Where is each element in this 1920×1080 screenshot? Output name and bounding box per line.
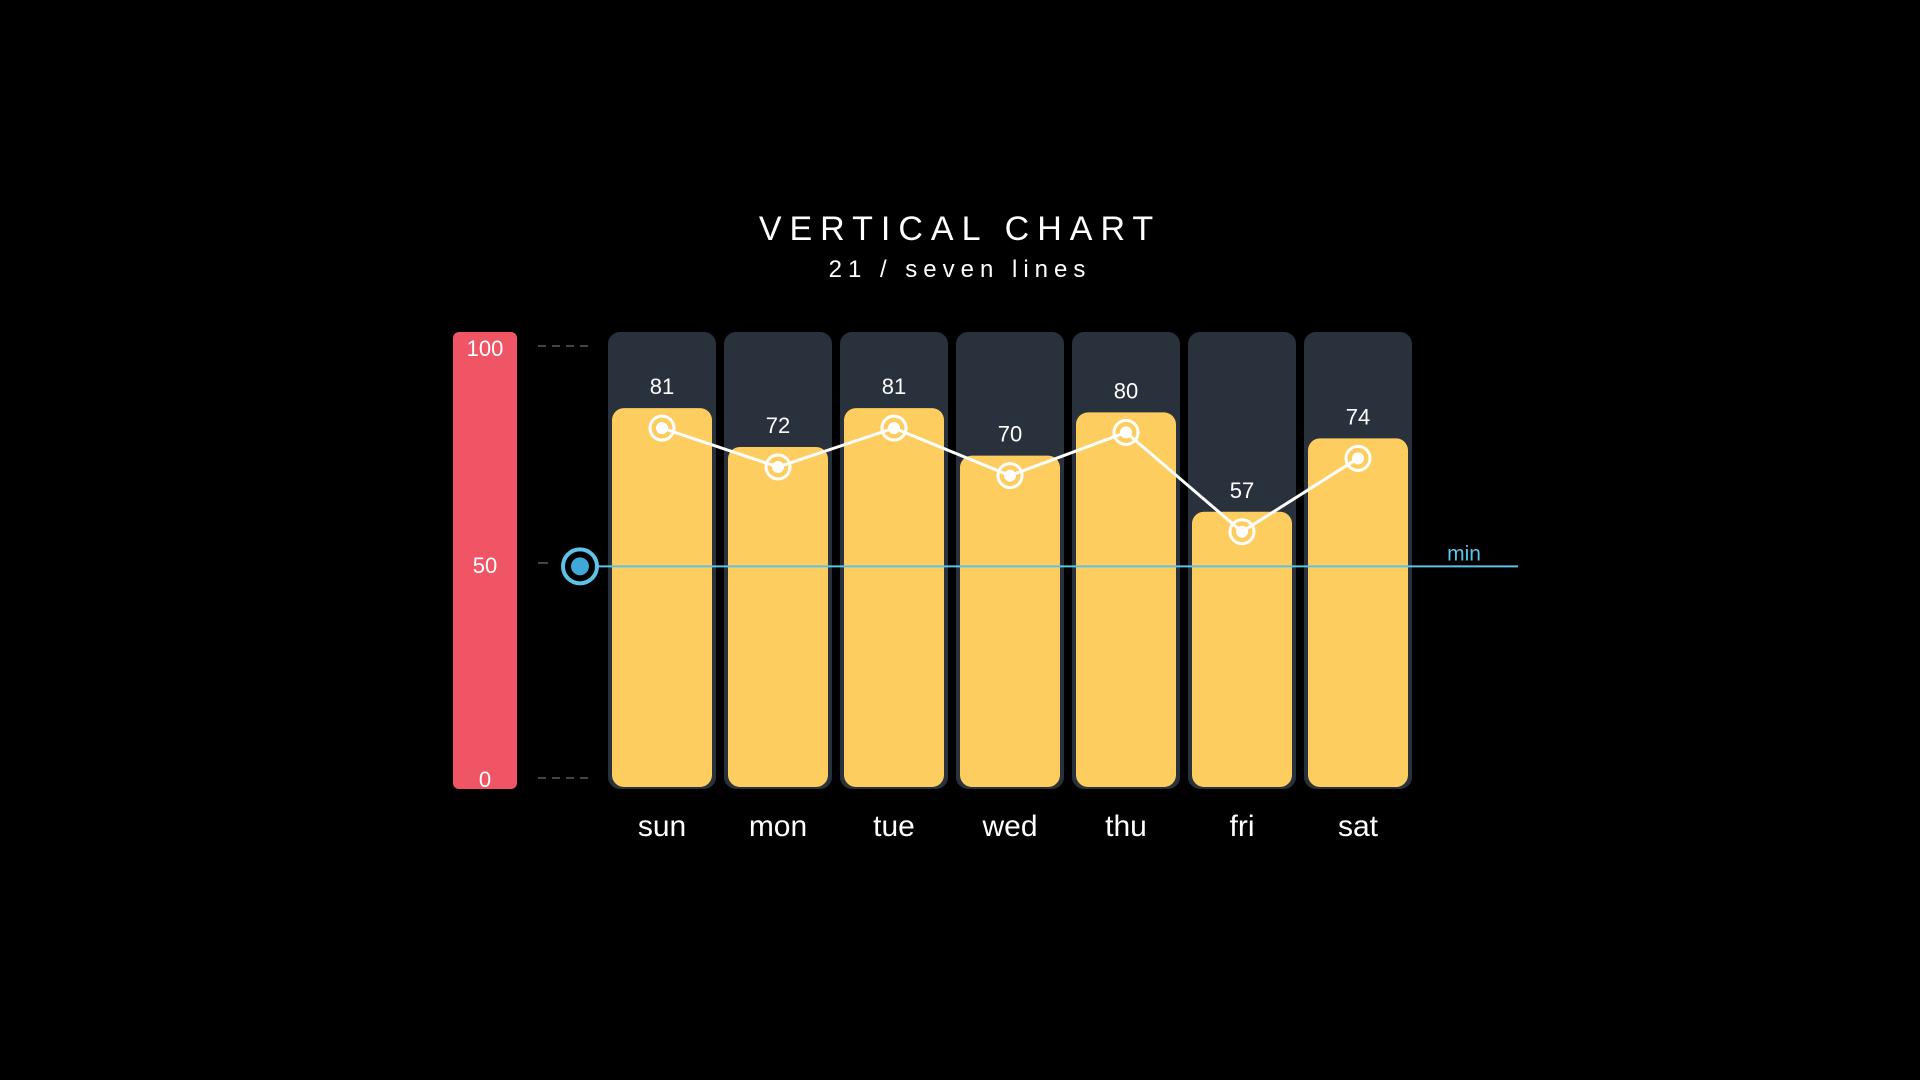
trend-point-fri[interactable] xyxy=(1236,525,1248,538)
trend-point-ring-sun xyxy=(648,414,676,442)
chart-subtitle: 21 / seven lines xyxy=(828,256,1092,283)
value-label-thu: 80 xyxy=(1114,378,1138,403)
trend-point-mon[interactable] xyxy=(772,460,784,473)
value-label-sun: 81 xyxy=(650,374,674,399)
bar-thu[interactable] xyxy=(1076,412,1176,787)
y-tick-label-100: 100 xyxy=(467,336,504,361)
bar-sat[interactable] xyxy=(1308,438,1408,787)
value-label-mon: 72 xyxy=(766,413,790,438)
value-label-fri: 57 xyxy=(1230,478,1254,503)
min-label: min xyxy=(1447,542,1481,565)
scale-bar xyxy=(453,332,517,789)
category-label-sun: sun xyxy=(638,810,686,843)
value-label-sat: 74 xyxy=(1346,404,1370,429)
trend-point-sat[interactable] xyxy=(1352,452,1364,465)
bars xyxy=(612,408,1408,787)
category-label-thu: thu xyxy=(1105,810,1147,843)
bar-fri[interactable] xyxy=(1192,511,1292,787)
value-label-wed: 70 xyxy=(998,422,1022,447)
category-label-wed: wed xyxy=(981,810,1037,843)
chart-title: VERTICAL CHART xyxy=(758,210,1162,248)
category-label-fri: fri xyxy=(1230,810,1255,843)
trend-point-sun[interactable] xyxy=(656,422,668,435)
y-tick-label-50: 50 xyxy=(473,553,497,578)
trend-point-tue[interactable] xyxy=(888,422,900,435)
category-label-tue: tue xyxy=(873,810,915,843)
trend-point-ring-mon xyxy=(764,453,792,481)
category-label-sat: sat xyxy=(1338,810,1379,843)
min-handle-dot xyxy=(571,557,589,576)
trend-point-ring-thu xyxy=(1112,418,1140,446)
bar-sun[interactable] xyxy=(612,408,712,787)
category-labels: sun mon tue wed thu fri sat xyxy=(638,810,1379,843)
trend-points xyxy=(648,414,1372,546)
value-label-tue: 81 xyxy=(882,374,906,399)
min-line-group: min xyxy=(561,542,1518,586)
trend-point-wed[interactable] xyxy=(1004,469,1016,482)
trend-point-thu[interactable] xyxy=(1120,426,1132,439)
bar-mon[interactable] xyxy=(728,446,828,787)
bar-wed[interactable] xyxy=(960,455,1060,787)
bar-tue[interactable] xyxy=(844,408,944,787)
trend-point-ring-fri xyxy=(1228,518,1256,546)
category-label-mon: mon xyxy=(749,810,807,843)
y-tick-label-0: 0 xyxy=(479,767,491,792)
value-labels: 81 72 81 70 80 57 74 xyxy=(650,374,1370,503)
trend-point-ring-sat xyxy=(1344,444,1372,472)
trend-point-ring-wed xyxy=(996,462,1024,490)
trend-point-ring-tue xyxy=(880,414,908,442)
